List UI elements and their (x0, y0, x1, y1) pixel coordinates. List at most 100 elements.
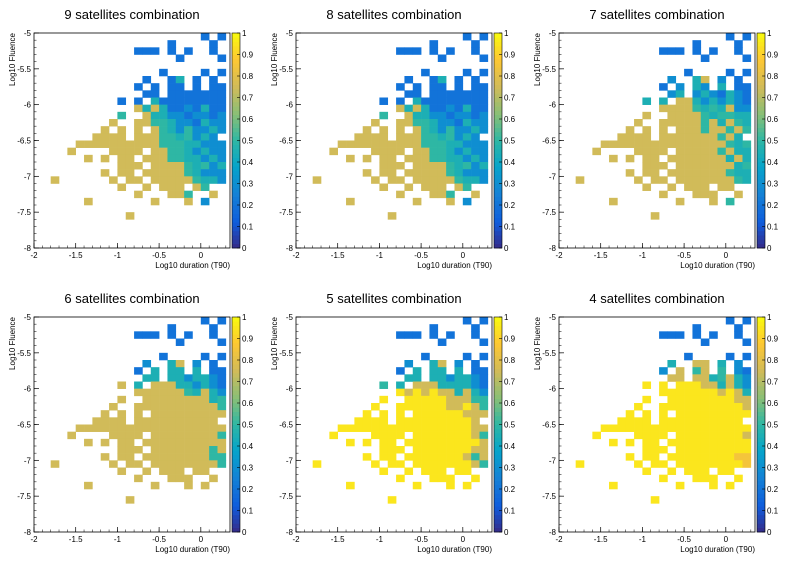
heatmap-cell (75, 140, 85, 148)
heatmap-cell (134, 417, 143, 425)
heatmap-cell (667, 183, 677, 191)
heatmap-cell (387, 453, 397, 461)
heatmap-cell (84, 424, 93, 432)
heatmap-cell (200, 162, 210, 170)
heatmap-cell (446, 104, 455, 113)
colorbar-segment (494, 50, 502, 55)
heatmap-cell (742, 388, 752, 397)
heatmap-cell (675, 197, 685, 206)
heatmap-cell (346, 154, 355, 163)
heatmap-cell (471, 331, 480, 339)
colorbar-segment (757, 157, 765, 163)
colorbar-segment (757, 140, 765, 146)
heatmap-cell (462, 90, 472, 98)
colorbar-segment (757, 527, 765, 533)
heatmap-cell (725, 33, 735, 41)
heatmap-cell (446, 119, 455, 127)
heatmap-cell (592, 147, 601, 156)
heatmap-cell (609, 424, 618, 432)
colorbar-segment (757, 97, 765, 103)
heatmap-cell (175, 395, 185, 404)
colorbar-segment (494, 213, 502, 219)
colorbar-segment (757, 88, 765, 94)
heatmap-cell (675, 388, 685, 397)
heatmap-cell (200, 424, 210, 432)
heatmap-cell (404, 417, 414, 425)
heatmap-cell (709, 474, 718, 483)
colorbar-segment (232, 37, 240, 42)
heatmap-cell (209, 410, 218, 418)
heatmap-cell (200, 90, 210, 98)
heatmap-cell (742, 453, 752, 461)
colorbar-segment (232, 364, 240, 369)
colorbar-segment (757, 67, 765, 73)
heatmap-cell (412, 154, 422, 163)
colorbar-tick-label: 0.7 (242, 378, 254, 387)
heatmap-cell (184, 481, 193, 490)
y-tick-label: -7 (286, 172, 294, 181)
heatmap-cell (167, 360, 177, 368)
heatmap-cell (134, 104, 143, 113)
heatmap-cell (421, 140, 430, 148)
heatmap-cell (692, 474, 702, 483)
heatmap-cell (184, 453, 193, 461)
heatmap-cell (184, 104, 193, 113)
heatmap-cell (462, 147, 472, 156)
heatmap-cell (609, 197, 618, 206)
heatmap-cell (462, 417, 472, 425)
heatmap-cell (446, 331, 455, 339)
colorbar-segment (232, 71, 240, 77)
heatmap-cell (642, 467, 652, 475)
heatmap-cell (675, 460, 685, 468)
heatmap-cell (167, 183, 177, 191)
heatmap-svg: 6 satellites combination-2 -1.5 -1 -0.5 0-8-… (8, 291, 254, 554)
colorbar-segment (757, 127, 765, 133)
colorbar-tick-label: 0.2 (242, 485, 254, 494)
colorbar-tick-label: 0.4 (242, 442, 254, 451)
heatmap-cell (700, 169, 710, 177)
y-tick-label: -5 (24, 313, 32, 322)
heatmap-cell (200, 33, 210, 41)
heatmap-cell (100, 453, 110, 461)
heatmap-cell (167, 147, 177, 156)
y-tick-label: -6 (24, 385, 32, 394)
colorbar-segment (757, 170, 765, 176)
heatmap-cell (421, 424, 430, 432)
heatmap-cell (396, 83, 405, 91)
heatmap-cell (329, 147, 338, 156)
heatmap-cell (150, 367, 160, 375)
colorbar-segment (494, 510, 502, 516)
colorbar-segment (494, 450, 502, 455)
colorbar-segment (232, 127, 240, 133)
heatmap-cell (709, 147, 718, 156)
heatmap-cell (667, 417, 677, 425)
heatmap-cell (650, 446, 660, 454)
colorbar-tick-label: 1 (242, 29, 247, 38)
heatmap-cell (209, 367, 218, 375)
colorbar-segment (232, 321, 240, 326)
heatmap-cell (184, 126, 193, 134)
heatmap-cell (412, 388, 422, 397)
heatmap-cell (412, 197, 422, 206)
heatmap-cell (412, 140, 422, 148)
heatmap-cell (692, 83, 702, 91)
heatmap-cell (600, 140, 610, 148)
heatmap-cell (734, 360, 743, 368)
heatmap-cell (429, 417, 439, 425)
colorbar-segment (494, 106, 502, 111)
colorbar-segment (232, 153, 240, 159)
colorbar-segment (757, 84, 765, 90)
heatmap-cell (725, 154, 735, 163)
heatmap-cell (209, 360, 218, 368)
heatmap-cell (175, 460, 185, 468)
x-tick-label: -2 (30, 535, 38, 544)
heatmap-cell (700, 140, 710, 148)
heatmap-cell (454, 438, 464, 447)
heatmap-cell (142, 395, 152, 404)
colorbar-segment (494, 329, 502, 335)
heatmap-cell (454, 76, 464, 84)
heatmap-cell (200, 410, 210, 418)
colorbar-segment (757, 428, 765, 434)
heatmap-cell (167, 83, 177, 91)
heatmap-cell (100, 438, 110, 447)
